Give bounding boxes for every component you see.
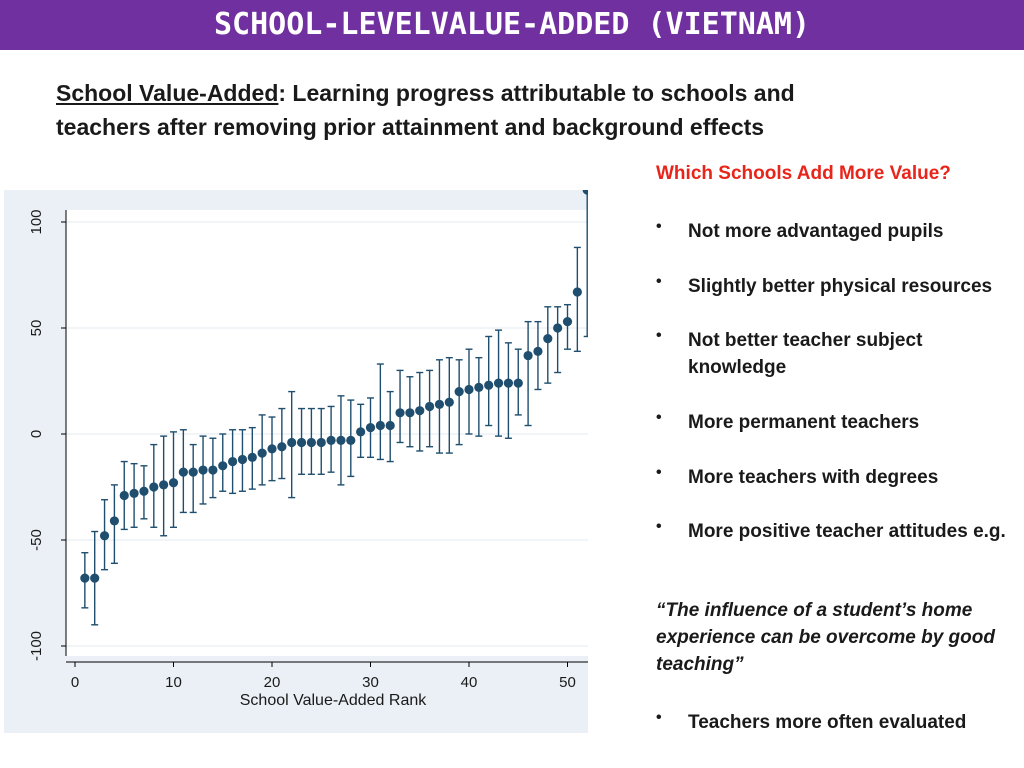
chart-panel: 0 10 20 30 40 50 -100 -50 0 50 100 School Value-Add…: [4, 190, 588, 733]
data-point: [543, 334, 553, 344]
data-point: [336, 435, 346, 445]
data-point: [356, 427, 366, 437]
data-point: [582, 190, 588, 195]
data-point: [562, 317, 573, 327]
data-point: [474, 382, 484, 392]
slide-title: SCHOOL-LEVELVALUE-ADDED (VIETNAM): [213, 7, 811, 42]
x-tick-label: 30: [362, 674, 379, 691]
plot-area: [66, 210, 588, 656]
data-point: [306, 437, 316, 448]
bullet-dot: •: [656, 518, 662, 535]
y-tick-label: -100: [28, 631, 45, 661]
bullet-dot: •: [656, 218, 662, 235]
bullet-text: Teachers more often evaluated: [688, 712, 967, 733]
bullet-dot: •: [656, 327, 662, 344]
y-tick-label: -50: [28, 529, 45, 551]
data-point: [444, 397, 454, 407]
data-point: [553, 323, 563, 333]
data-point: [267, 444, 277, 454]
bullet-text: More permanent teachers: [688, 412, 920, 433]
data-point: [168, 478, 179, 488]
data-point: [90, 573, 100, 583]
bullet-text: Not more advantaged pupils: [688, 221, 944, 242]
data-point: [277, 442, 287, 452]
data-point: [159, 480, 169, 490]
data-point: [346, 435, 356, 445]
data-point: [523, 350, 533, 361]
x-tick-label: 50: [559, 674, 576, 691]
headline-rest: : Learning progress attributable to scho…: [56, 80, 795, 140]
data-point: [513, 378, 523, 388]
bullet-dot: •: [656, 709, 662, 726]
data-point: [425, 401, 435, 412]
value-added-chart: 0 10 20 30 40 50 -100 -50 0 50 100 School Value-Add…: [4, 190, 588, 733]
x-tick-label: 20: [264, 674, 281, 691]
data-point: [316, 437, 326, 448]
bullet-dot: •: [656, 273, 662, 290]
data-point: [365, 423, 376, 433]
data-point: [395, 408, 405, 418]
data-point: [99, 531, 110, 541]
data-point: [415, 406, 425, 416]
bullet-text: Not better teacher subject knowledge: [688, 330, 923, 378]
data-point: [109, 516, 119, 526]
data-point: [434, 399, 445, 409]
x-tick-label: 10: [165, 674, 182, 691]
sidebar-question: Which Schools Add More Value?: [656, 163, 951, 184]
data-point: [119, 490, 129, 501]
data-point: [129, 488, 139, 498]
bullet-text: Slightly better physical resources: [688, 276, 993, 297]
y-tick-label: 50: [28, 320, 45, 337]
bullet-text: More positive teacher attitudes e.g.: [688, 521, 1006, 542]
data-point: [149, 482, 159, 492]
data-point: [326, 435, 336, 445]
data-point: [405, 408, 415, 418]
data-point: [228, 456, 238, 467]
data-point: [188, 467, 198, 477]
data-point: [572, 287, 582, 297]
data-point: [198, 465, 208, 475]
data-point: [218, 461, 228, 471]
data-point: [287, 437, 297, 448]
data-point: [484, 380, 494, 390]
y-tick-label: 0: [28, 430, 45, 438]
data-point: [464, 384, 474, 395]
bullet-dot: •: [656, 409, 662, 426]
headline-lead: School Value-Added: [56, 80, 279, 106]
x-tick-label: 40: [461, 674, 478, 691]
data-point: [503, 378, 513, 388]
data-point: [454, 387, 464, 397]
data-point: [139, 486, 149, 496]
bullet-dot: •: [656, 464, 662, 481]
data-point: [296, 437, 307, 448]
data-point: [208, 465, 218, 475]
data-point: [247, 452, 257, 462]
data-point: [375, 420, 385, 431]
data-point: [385, 420, 395, 431]
data-point: [80, 573, 90, 583]
title-banner: SCHOOL-LEVELVALUE-ADDED (VIETNAM): [0, 0, 1024, 50]
x-tick-label: 0: [71, 674, 79, 691]
y-tick-label: 100: [28, 209, 45, 234]
data-point: [178, 467, 188, 477]
bullet-text: More teachers with degrees: [688, 467, 939, 488]
quote-text: “The influence of a student’s home exper…: [656, 600, 995, 675]
x-axis-title: School Value-Added Rank: [240, 692, 427, 709]
data-point: [237, 454, 248, 465]
data-point: [533, 346, 543, 356]
data-point: [257, 448, 267, 458]
headline: School Value-Added: Learning progress at…: [56, 76, 876, 144]
data-point: [493, 378, 504, 388]
